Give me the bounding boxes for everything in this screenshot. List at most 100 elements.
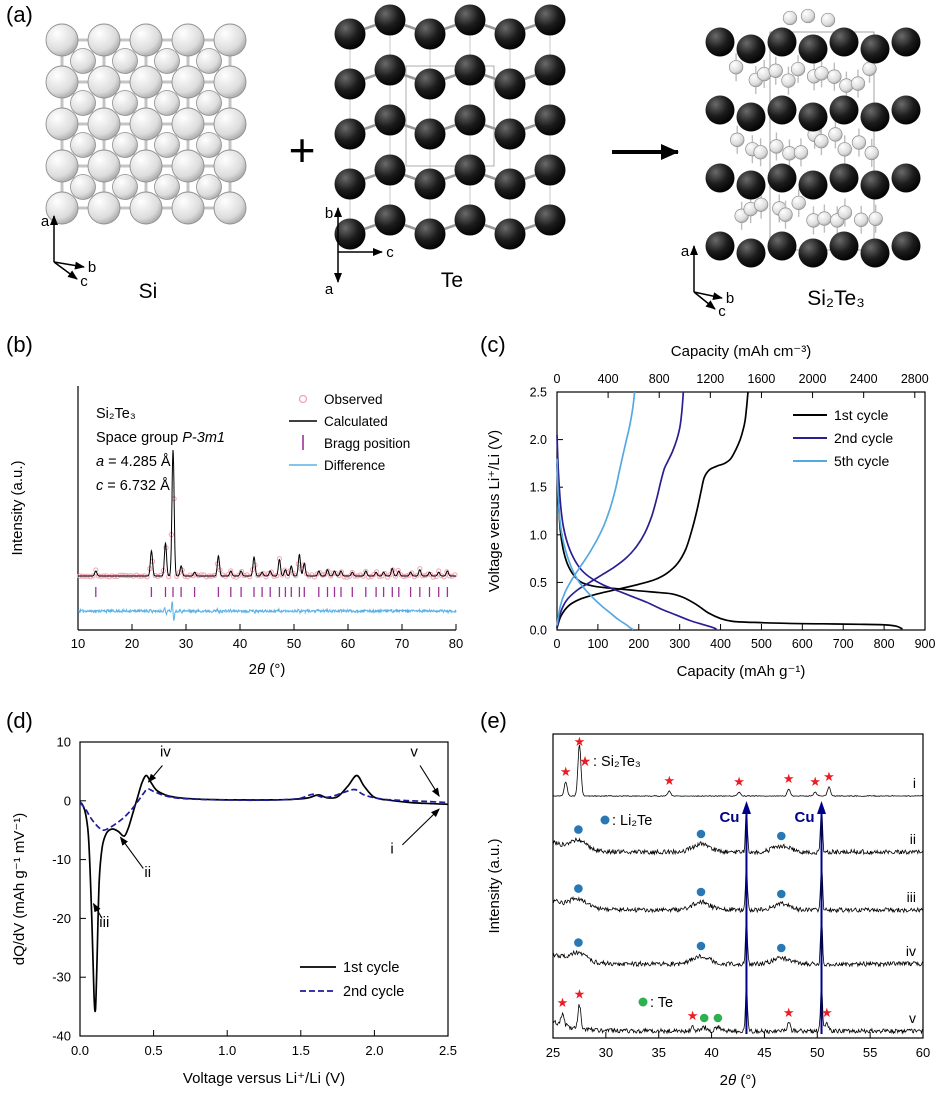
si2te3-star-marker: ★: [560, 764, 572, 779]
si2te3-label: Si₂Te₃: [807, 287, 865, 310]
legend-label: 1st cycle: [834, 407, 889, 423]
panel-d-dqdv-chart: 0.0 0.5 1.0 1.5 2.0 2.5 -40 -30 -20 -10 0 10 Voltage…: [11, 735, 457, 1088]
te-circle-marker: [699, 1013, 709, 1023]
annotation-line: a = 4.285 Å: [96, 453, 171, 470]
annotation-i: i: [390, 841, 393, 858]
x-axis-label: Capacity (mAh g⁻¹): [677, 663, 806, 680]
si-label: Si: [139, 280, 158, 303]
li2te-circle-marker: [696, 887, 706, 897]
x-tick-label: 0: [554, 637, 561, 651]
y-tick-label: -40: [52, 1029, 71, 1044]
x-tick-label: 20: [125, 636, 139, 651]
legend-si2te3-label: : Si₂Te₃: [593, 754, 641, 770]
x-tick-label: 70: [395, 636, 409, 651]
x-tick-label: 60: [916, 1045, 930, 1060]
annotation-line: c = 6.732 Å: [96, 477, 170, 494]
li2te-circle-marker: [777, 831, 786, 841]
legend-li2te-label: : Li₂Te: [612, 813, 652, 829]
si2te3-star-marker: ★: [574, 987, 586, 1002]
x-tick-label: 2.0: [365, 1043, 383, 1058]
legend-li2te-circle-icon: [600, 815, 610, 825]
legend-label: Calculated: [324, 414, 388, 429]
panel-label-a: (a): [6, 2, 33, 27]
x-tick-label: 700: [833, 637, 854, 651]
cu-arrowhead: [817, 801, 826, 814]
cu-arrowhead: [742, 801, 751, 814]
x-tick-label: 0.5: [145, 1043, 163, 1058]
x-tick-label: 900: [915, 637, 936, 651]
observed-points: [77, 496, 458, 580]
axis-letter: a: [325, 281, 334, 298]
si2te3-star-marker: ★: [809, 774, 821, 789]
y-tick-label: 2.5: [530, 386, 547, 400]
axis-letter: b: [88, 259, 96, 276]
y-tick-label: -20: [52, 911, 71, 926]
xrd-pattern-v: [552, 983, 924, 1035]
axis-triad: a bc: [41, 213, 96, 290]
x-tick-label: 800: [874, 637, 895, 651]
difference-curve: [77, 601, 457, 621]
te-structure: [334, 4, 566, 250]
y-tick-label: 2.0: [530, 433, 547, 447]
axis-letter: c: [718, 303, 726, 320]
x-tick-label: 1.5: [292, 1043, 310, 1058]
x-tick-label: 500: [751, 637, 772, 651]
li2te-circle-marker: [574, 884, 583, 893]
si2te3-star-marker: ★: [574, 734, 586, 749]
legend-observed-symbol: [298, 394, 308, 404]
li2te-circle-marker: [777, 889, 786, 899]
panel-label-c: (c): [480, 332, 506, 357]
axis-letter: c: [386, 244, 394, 261]
y-tick-label: 1.0: [530, 528, 547, 542]
x-tick-label: 400: [710, 637, 731, 651]
series-5th-cycle: [556, 458, 634, 631]
li2te-circle-marker: [574, 825, 583, 834]
legend-te-label: : Te: [650, 995, 673, 1011]
legend-label: 2nd cycle: [834, 430, 893, 446]
annotation-iv: iv: [160, 744, 171, 761]
cu-label: Cu: [719, 809, 739, 826]
x-tick-label: 1.0: [218, 1043, 236, 1058]
te-circle-marker: [713, 1013, 723, 1023]
y-tick-label: 0.0: [530, 624, 547, 638]
x-tick-label: 60: [341, 636, 355, 651]
panel-e: 25 30 35 40 45 50 55 60 2θ (°) Intensity (a.u.) Cu…: [475, 706, 950, 1103]
legend-label: Observed: [324, 392, 383, 407]
series-1st-cycle: [79, 774, 449, 1013]
si2te3-star-marker: ★: [783, 1005, 795, 1020]
panel-label-e: (e): [480, 708, 507, 733]
top-tick-label: 800: [649, 372, 670, 386]
axis-arrow: [693, 291, 723, 301]
legend-label: 1st cycle: [343, 960, 399, 976]
axis-triad: a bc: [681, 243, 734, 320]
top-axis-label: Capacity (mAh cm⁻³): [671, 343, 811, 360]
pattern-label-ii: ii: [910, 831, 916, 847]
x-tick-label: 50: [810, 1045, 824, 1060]
x-axis-label: Voltage versus Li⁺/Li (V): [183, 1070, 345, 1087]
y-tick-label: -10: [52, 852, 71, 867]
panel-label-d: (d): [6, 708, 33, 733]
te-label: Te: [441, 269, 463, 292]
xrd-pattern-iii: [552, 863, 924, 914]
x-tick-label: 80: [449, 636, 463, 651]
annotation-iii: iii: [99, 914, 109, 931]
x-tick-label: 30: [599, 1045, 613, 1060]
x-tick-label: 300: [669, 637, 690, 651]
x-axis-label: 2θ (°): [720, 1072, 757, 1089]
x-tick-label: 25: [546, 1045, 560, 1060]
legend-star-icon: ★: [579, 753, 592, 769]
y-tick-label: 0.5: [530, 576, 547, 590]
annotation-arrow: [93, 902, 103, 919]
series-1st-cycle: [556, 463, 903, 630]
panel-e-exsitu-xrd-chart: 25 30 35 40 45 50 55 60 2θ (°) Intensity (a.u.) Cu…: [486, 733, 930, 1089]
top-tick-label: 2000: [799, 372, 827, 386]
x-tick-label: 600: [792, 637, 813, 651]
annotation-arrow: [419, 765, 440, 797]
x-tick-label: 30: [179, 636, 193, 651]
axis-letter: a: [681, 243, 690, 260]
plot-frame: [79, 741, 449, 1037]
x-tick-label: 35: [651, 1045, 665, 1060]
y-tick-label: -30: [52, 970, 71, 985]
axis-letter: b: [726, 290, 734, 307]
y-tick-label: 0: [64, 793, 71, 808]
